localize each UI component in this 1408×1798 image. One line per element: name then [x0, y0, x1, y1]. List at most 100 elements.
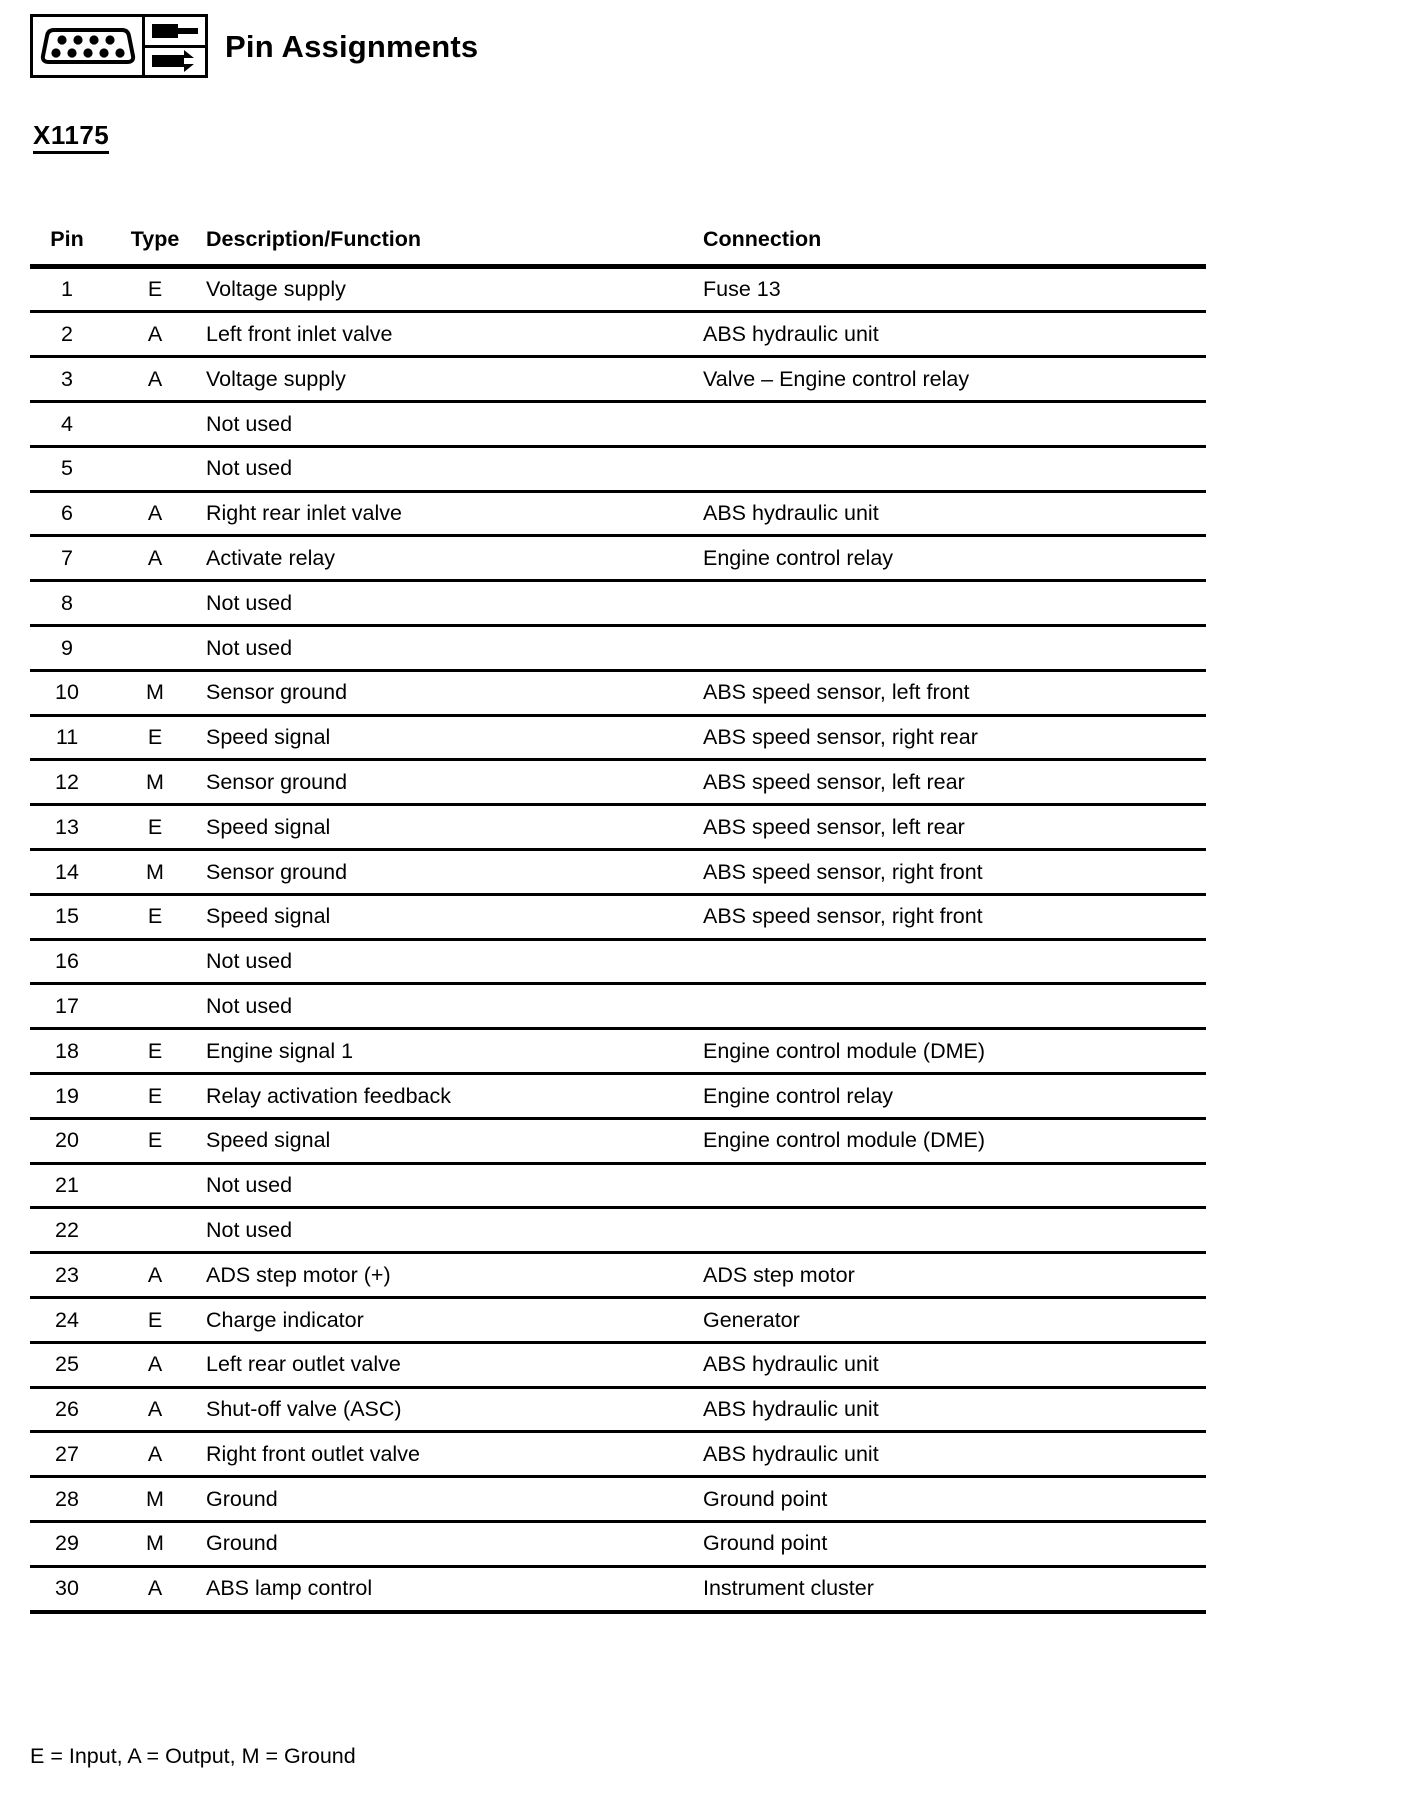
cell-type: A	[104, 1252, 206, 1299]
cell-type	[104, 625, 206, 672]
table-row: 22 Not used	[30, 1207, 1206, 1255]
table-row: 19 E Relay activation feedback Engine contr…	[30, 1073, 1206, 1120]
cell-connection: ABS hydraulic unit	[703, 491, 1206, 538]
cell-connection: ABS hydraulic unit	[703, 1342, 1206, 1389]
cell-connection: ABS speed sensor, left front	[703, 670, 1206, 717]
column-header-description: Description/Function	[206, 227, 421, 251]
cell-connection	[703, 1163, 1206, 1210]
cell-type: A	[104, 491, 206, 538]
table-row: 7 A Activate relay Engine control relay	[30, 535, 1206, 583]
cell-description: Speed signal	[206, 715, 703, 762]
cell-connection: Valve – Engine control relay	[703, 356, 1206, 404]
cell-connection	[703, 401, 1206, 448]
table-row: 18 E Engine signal 1 Engine control module …	[30, 1028, 1206, 1075]
type-legend: E = Input, A = Output, M = Ground	[30, 1744, 356, 1768]
cell-type: A	[104, 535, 206, 583]
cell-pin: 4	[30, 401, 104, 448]
cell-description: Voltage supply	[206, 266, 703, 314]
page-title: Pin Assignments	[225, 28, 479, 64]
cell-type: E	[104, 1028, 206, 1075]
cell-connection: Engine control module (DME)	[703, 1118, 1206, 1165]
cell-pin: 12	[30, 759, 104, 807]
cell-pin: 21	[30, 1163, 104, 1210]
cell-type	[104, 1163, 206, 1210]
table-header: Pin Type Description/Function Connection	[30, 227, 1206, 267]
cell-pin: 17	[30, 983, 104, 1031]
cell-description: ADS step motor (+)	[206, 1252, 703, 1299]
cell-connection	[703, 446, 1206, 493]
cell-description: Not used	[206, 401, 703, 448]
cell-pin: 15	[30, 894, 104, 941]
terminal-symbols-column	[145, 17, 205, 75]
cell-description: Not used	[206, 983, 703, 1031]
table-row: 29 M Ground Ground point	[30, 1521, 1206, 1568]
table-row: 4 Not used	[30, 401, 1206, 448]
cell-connection: Fuse 13	[703, 266, 1206, 314]
cell-pin: 13	[30, 804, 104, 851]
table-row: 30 A ABS lamp control Instrument cluster	[30, 1566, 1206, 1614]
cell-description: Activate relay	[206, 535, 703, 583]
cell-description: ABS lamp control	[206, 1566, 703, 1614]
cell-pin: 18	[30, 1028, 104, 1075]
cell-pin: 10	[30, 670, 104, 717]
cell-connection: ABS hydraulic unit	[703, 311, 1206, 359]
table-row: 12 M Sensor ground ABS speed sensor, left r…	[30, 759, 1206, 807]
cell-type: E	[104, 894, 206, 941]
page-header: Pin Assignments	[30, 14, 478, 78]
cell-pin: 2	[30, 311, 104, 359]
cell-connection: Engine control relay	[703, 1073, 1206, 1120]
cell-description: Ground	[206, 1521, 703, 1568]
table-row: 14 M Sensor ground ABS speed sensor, right …	[30, 849, 1206, 896]
cell-pin: 7	[30, 535, 104, 583]
cell-connection: ABS hydraulic unit	[703, 1387, 1206, 1434]
cell-pin: 24	[30, 1297, 104, 1344]
cell-description: Speed signal	[206, 1118, 703, 1165]
cell-description: Not used	[206, 580, 703, 628]
cell-type: M	[104, 670, 206, 717]
cell-pin: 11	[30, 715, 104, 762]
table-row: 5 Not used	[30, 446, 1206, 493]
cell-connection: ABS hydraulic unit	[703, 1431, 1206, 1479]
cell-description: Right rear inlet valve	[206, 491, 703, 538]
cell-type	[104, 983, 206, 1031]
cell-connection: Instrument cluster	[703, 1566, 1206, 1614]
cell-type: A	[104, 1431, 206, 1479]
cell-type: E	[104, 804, 206, 851]
table-row: 3 A Voltage supply Valve – Engine control r…	[30, 356, 1206, 404]
cell-pin: 6	[30, 491, 104, 538]
cell-type: M	[104, 1476, 206, 1523]
cell-pin: 9	[30, 625, 104, 672]
table-row: 26 A Shut-off valve (ASC) ABS hydraulic uni…	[30, 1387, 1206, 1434]
cell-type: A	[104, 1387, 206, 1434]
cell-type	[104, 939, 206, 986]
cell-pin: 5	[30, 446, 104, 493]
cell-connection: Ground point	[703, 1476, 1206, 1523]
cell-connection: ABS speed sensor, left rear	[703, 804, 1206, 851]
cell-connection	[703, 580, 1206, 628]
pin-assignment-table: Pin Type Description/Function Connection…	[30, 227, 1206, 1614]
table-row: 17 Not used	[30, 983, 1206, 1031]
cell-pin: 3	[30, 356, 104, 404]
table-row: 15 E Speed signal ABS speed sensor, right f…	[30, 894, 1206, 941]
table-row: 28 M Ground Ground point	[30, 1476, 1206, 1523]
table-row: 2 A Left front inlet valve ABS hydraulic un…	[30, 311, 1206, 359]
table-header-row: Pin Type Description/Function Connection	[30, 227, 1206, 267]
cell-description: Left front inlet valve	[206, 311, 703, 359]
cell-description: Not used	[206, 446, 703, 493]
table-row: 13 E Speed signal ABS speed sensor, left re…	[30, 804, 1206, 851]
cell-pin: 8	[30, 580, 104, 628]
cell-pin: 20	[30, 1118, 104, 1165]
cell-description: Relay activation feedback	[206, 1073, 703, 1120]
cell-connection: ABS speed sensor, right rear	[703, 715, 1206, 762]
table-row: 1 E Voltage supply Fuse 13	[30, 266, 1206, 314]
cell-connection: Engine control module (DME)	[703, 1028, 1206, 1075]
cell-type: E	[104, 1118, 206, 1165]
table-row: 8 Not used	[30, 580, 1206, 628]
cell-description: Ground	[206, 1476, 703, 1523]
table-body: 1 E Voltage supply Fuse 13 2 A Left front inle…	[30, 266, 1206, 1614]
cell-pin: 19	[30, 1073, 104, 1120]
cell-connection: Engine control relay	[703, 535, 1206, 583]
cell-description: Not used	[206, 1207, 703, 1255]
cell-pin: 14	[30, 849, 104, 896]
cell-type: M	[104, 849, 206, 896]
